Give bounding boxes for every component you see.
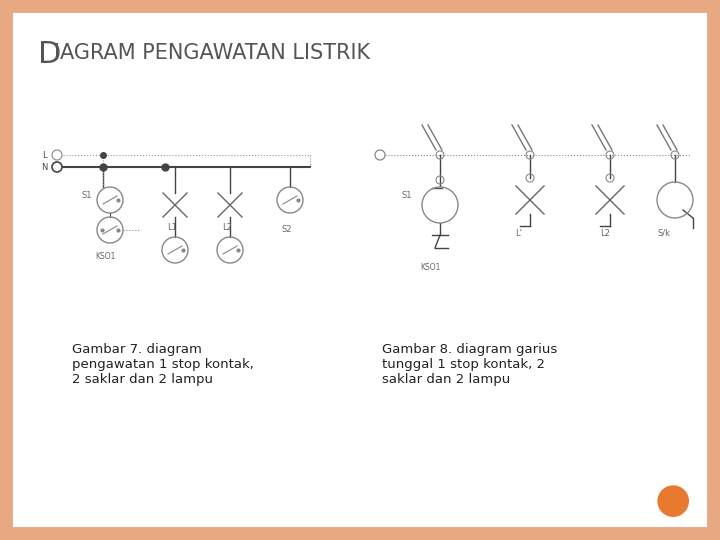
Text: Gambar 8. diagram garius
tunggal 1 stop kontak, 2
saklar dan 2 lampu: Gambar 8. diagram garius tunggal 1 stop …	[382, 343, 557, 386]
Text: KSO1: KSO1	[420, 263, 441, 272]
Text: Gambar 7. diagram
pengawatan 1 stop kontak,
2 saklar dan 2 lampu: Gambar 7. diagram pengawatan 1 stop kont…	[72, 343, 254, 386]
Text: L: L	[42, 151, 47, 159]
Text: L2: L2	[222, 223, 232, 232]
Text: S2: S2	[282, 225, 292, 234]
Text: S1: S1	[82, 191, 92, 199]
Text: IAGRAM PENGAWATAN LISTRIK: IAGRAM PENGAWATAN LISTRIK	[54, 43, 370, 63]
Text: KSO1: KSO1	[95, 252, 115, 261]
Text: S/k: S/k	[657, 228, 670, 237]
Circle shape	[658, 486, 688, 516]
Text: D: D	[38, 40, 61, 69]
Text: L': L'	[515, 229, 522, 238]
Text: N: N	[40, 163, 47, 172]
Text: S1: S1	[402, 191, 413, 199]
Text: L2: L2	[600, 229, 610, 238]
Text: L1: L1	[167, 223, 177, 232]
